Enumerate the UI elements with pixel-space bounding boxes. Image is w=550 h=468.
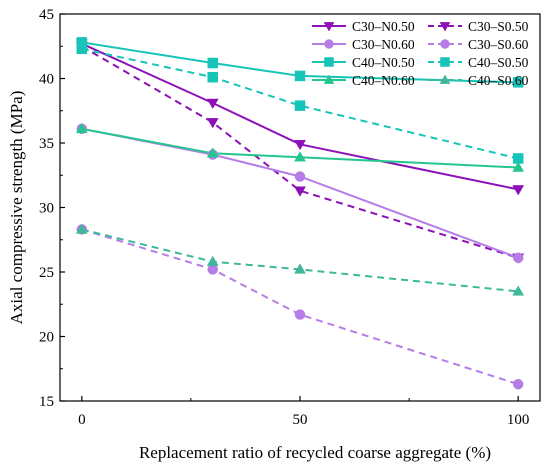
legend-item: C40–S0.60 — [428, 73, 529, 88]
data-point — [294, 70, 306, 82]
series-lines — [81, 41, 519, 386]
x-tick-label: 100 — [507, 412, 530, 428]
series-line — [81, 41, 519, 84]
data-point — [512, 161, 525, 172]
y-tick-label: 40 — [39, 72, 54, 88]
legend-label: C30–N0.60 — [352, 37, 415, 52]
data-point — [206, 118, 219, 129]
legend-marker — [440, 39, 450, 49]
legend-item: C40–S0.50 — [428, 55, 529, 70]
legend: C30–N0.50 C30–S0.50 C30–N0.60 C30–S0.60 C40–… — [312, 19, 529, 88]
data-point — [294, 186, 306, 197]
data-point — [512, 378, 524, 390]
legend-marker — [439, 22, 451, 32]
legend-marker — [324, 39, 334, 49]
data-point — [206, 255, 219, 266]
legend-item: C30–N0.60 — [312, 37, 415, 52]
y-axis-title: Axial compressive strength (MPa) — [7, 91, 26, 325]
legend-item: C30–N0.50 — [312, 19, 415, 34]
y-tick-label: 30 — [39, 201, 54, 217]
x-axis-title: Replacement ratio of recycled coarse agg… — [139, 443, 491, 462]
legend-label: C30–S0.50 — [468, 19, 529, 34]
data-point — [512, 185, 525, 196]
data-point — [294, 263, 306, 274]
data-point — [207, 71, 218, 83]
x-tick-label: 50 — [293, 412, 308, 428]
legend-label: C40–N0.50 — [352, 55, 415, 70]
x-tick-label: 0 — [78, 412, 86, 428]
data-point — [294, 309, 306, 320]
legend-label: C40–S0.60 — [468, 73, 529, 88]
series-line — [81, 228, 519, 386]
legend-label: C30–N0.50 — [352, 19, 415, 34]
y-axis: 15 20 25 30 35 40 45 — [39, 7, 65, 410]
legend-marker — [323, 22, 335, 32]
data-point — [76, 43, 88, 55]
data-point — [294, 140, 306, 151]
legend-item: C40–N0.60 — [312, 73, 415, 88]
legend-label: C40–S0.50 — [468, 55, 529, 70]
legend-marker — [323, 74, 335, 84]
legend-label: C40–N0.60 — [352, 73, 415, 88]
legend-item: C40–N0.50 — [312, 55, 415, 70]
x-axis: 0 50 100 — [78, 396, 529, 428]
legend-marker — [439, 74, 451, 84]
data-point — [75, 223, 88, 234]
y-tick-label: 15 — [39, 394, 54, 410]
data-point — [512, 252, 524, 264]
data-point — [512, 285, 525, 296]
data-point — [512, 77, 524, 88]
legend-label: C30–S0.60 — [468, 37, 529, 52]
data-point — [206, 98, 219, 110]
y-tick-label: 25 — [39, 265, 54, 281]
data-point — [294, 100, 306, 111]
series-line — [81, 47, 519, 160]
series-line — [81, 45, 519, 259]
series-line — [81, 127, 519, 169]
y-tick-label: 20 — [39, 330, 54, 346]
data-point — [294, 171, 306, 182]
data-point — [75, 122, 88, 134]
legend-marker — [440, 57, 450, 67]
data-point — [206, 147, 219, 158]
data-point — [207, 57, 218, 69]
series-line — [81, 42, 519, 191]
series-markers — [75, 37, 525, 390]
y-tick-label: 45 — [39, 7, 54, 23]
legend-item: C30–S0.60 — [428, 37, 529, 52]
legend-item: C30–S0.50 — [428, 19, 529, 34]
data-point — [294, 151, 306, 162]
legend-marker — [324, 57, 334, 67]
y-tick-label: 35 — [39, 136, 54, 152]
